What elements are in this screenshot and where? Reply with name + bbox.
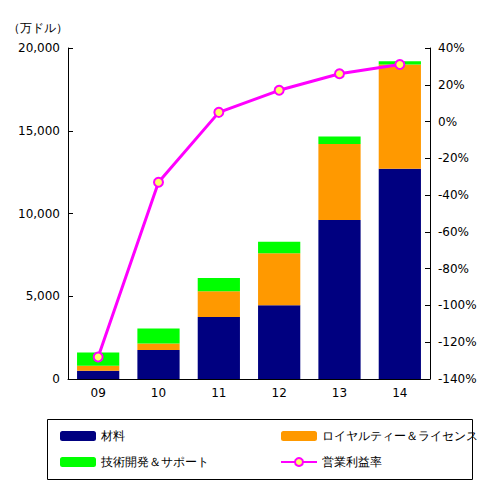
- svg-text:-40%: -40%: [438, 188, 469, 202]
- svg-text:ロイヤルティー＆ライセンス: ロイヤルティー＆ライセンス: [322, 429, 478, 443]
- svg-text:5,000: 5,000: [26, 289, 60, 303]
- svg-text:12: 12: [272, 386, 287, 400]
- svg-text:0%: 0%: [438, 115, 457, 129]
- svg-text:（万ドル）: （万ドル）: [8, 21, 68, 35]
- svg-text:11: 11: [211, 386, 226, 400]
- svg-text:営業利益率: 営業利益率: [322, 455, 382, 469]
- svg-text:14: 14: [392, 386, 407, 400]
- svg-text:技術開発＆サポート: 技術開発＆サポート: [100, 455, 209, 469]
- svg-text:-20%: -20%: [438, 151, 469, 165]
- svg-text:-140%: -140%: [438, 372, 477, 386]
- svg-text:09: 09: [91, 386, 106, 400]
- svg-text:-60%: -60%: [438, 225, 469, 239]
- svg-text:0: 0: [52, 372, 60, 386]
- svg-text:13: 13: [332, 386, 347, 400]
- svg-text:10,000: 10,000: [18, 207, 60, 221]
- svg-text:15,000: 15,000: [18, 124, 60, 138]
- svg-text:-120%: -120%: [438, 335, 477, 349]
- svg-text:10: 10: [151, 386, 166, 400]
- svg-text:40%: 40%: [438, 41, 465, 55]
- svg-text:20%: 20%: [438, 78, 465, 92]
- svg-text:-100%: -100%: [438, 298, 477, 312]
- svg-text:-80%: -80%: [438, 262, 469, 276]
- svg-text:20,000: 20,000: [18, 41, 60, 55]
- svg-text:材料: 材料: [100, 429, 125, 443]
